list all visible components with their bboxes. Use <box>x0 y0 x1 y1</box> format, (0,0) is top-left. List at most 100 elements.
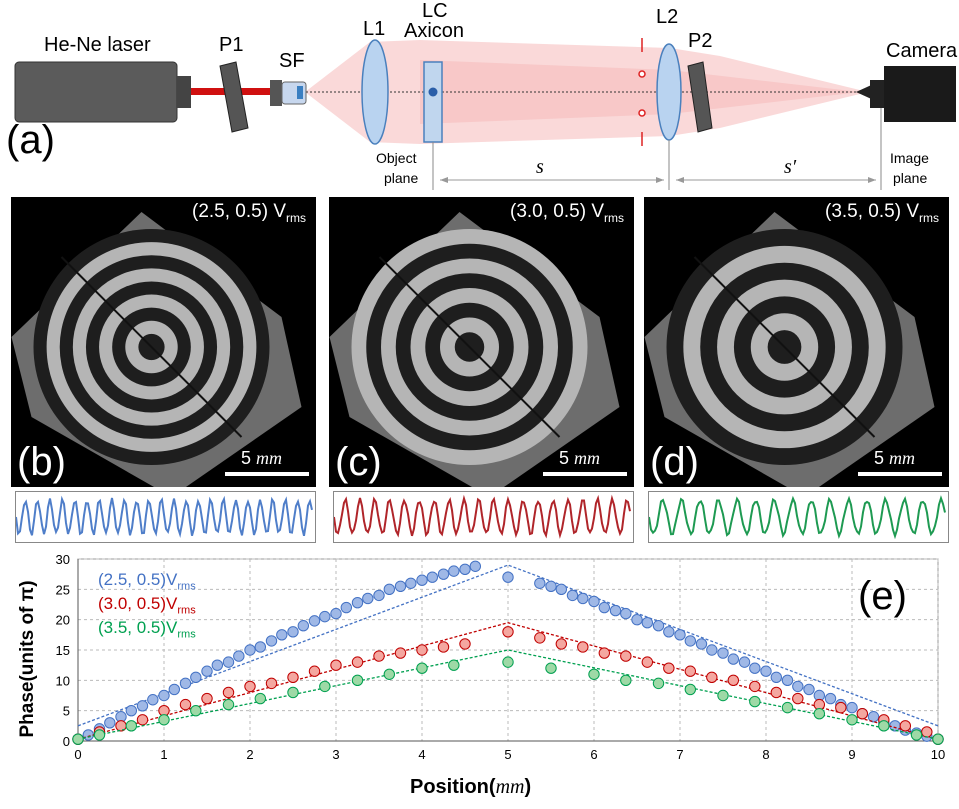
data-point-0 <box>620 607 632 620</box>
camera-label: Camera <box>886 40 958 62</box>
data-point-1 <box>373 650 385 662</box>
data-point-0 <box>254 641 267 653</box>
data-point-0 <box>233 650 245 662</box>
y-tick-label: 25 <box>56 582 70 597</box>
y-tick-label: 15 <box>56 643 70 658</box>
data-point-2 <box>813 708 826 720</box>
data-point-1 <box>899 720 912 732</box>
data-point-2 <box>781 701 794 714</box>
image-plane-label-1: Image <box>890 150 929 166</box>
voltage-subscript: rms <box>286 210 306 225</box>
data-point-2 <box>287 686 299 699</box>
data-point-0 <box>706 644 718 656</box>
data-point-0 <box>373 589 385 602</box>
image-plane-label-2: plane <box>893 170 928 186</box>
chart-panel-letter: (e) <box>858 574 907 618</box>
data-point-2 <box>254 692 267 705</box>
panel-letter: (c) <box>335 440 382 484</box>
profile-line <box>648 495 946 540</box>
p1-label: P1 <box>219 34 244 56</box>
data-point-2 <box>351 674 364 687</box>
electrode-gap <box>378 256 561 438</box>
legend-entry-subscript: rms <box>177 580 196 593</box>
data-point-1 <box>577 641 589 653</box>
data-point-1 <box>792 692 804 705</box>
data-point-0 <box>168 683 181 696</box>
data-point-1 <box>641 656 654 668</box>
x-tick-label: 4 <box>418 747 425 762</box>
data-point-2 <box>125 720 138 732</box>
beam-focusing <box>670 48 868 136</box>
x-axis-label: Position(mm) <box>410 776 532 798</box>
scale-unit: mm <box>256 448 283 468</box>
scale-unit: mm <box>889 448 916 468</box>
scale-bar-label: 5 mm <box>559 448 600 469</box>
x-tick-label: 3 <box>332 747 339 762</box>
electrode-gap <box>60 256 243 438</box>
data-point-1 <box>727 674 740 687</box>
data-point-0 <box>265 635 278 647</box>
data-point-1 <box>684 665 697 677</box>
scale-bar-label: 5 mm <box>241 448 282 469</box>
y-tick-label: 5 <box>63 704 70 719</box>
scale-bar <box>543 472 627 476</box>
data-point-1 <box>749 680 761 693</box>
x-tick-label: 8 <box>762 747 769 762</box>
data-point-1 <box>598 647 611 659</box>
data-point-1 <box>222 686 235 699</box>
data-point-2 <box>910 729 923 741</box>
intensity-profile-0 <box>15 491 316 543</box>
data-point-0 <box>136 700 149 712</box>
data-point-2 <box>545 662 557 674</box>
data-point-2 <box>72 733 84 745</box>
legend-entry-text: (3.5, 0.5)V <box>98 618 178 637</box>
x-tick-label: 0 <box>74 747 81 762</box>
fringe-svg <box>644 212 935 487</box>
data-point-0 <box>125 704 138 717</box>
x-tick-label: 7 <box>676 747 683 762</box>
x-axis-label-text: Position <box>410 776 489 798</box>
s-prime-label: s′ <box>784 156 797 178</box>
voltage-value: (2.5, 0.5) V <box>192 201 286 222</box>
data-point-0 <box>663 626 675 638</box>
data-point-1 <box>201 692 213 705</box>
profile-svg <box>15 495 313 539</box>
x-tick-label: 6 <box>590 747 597 762</box>
voltage-subscript: rms <box>604 210 624 225</box>
fringe-image-2: (3.5, 0.5) Vrms (d) 5 mm <box>644 197 949 487</box>
data-point-0 <box>502 571 514 583</box>
camera-lens-ring <box>870 80 884 108</box>
data-point-1 <box>555 638 568 650</box>
data-point-1 <box>287 671 299 684</box>
data-point-1 <box>835 701 847 714</box>
data-point-0 <box>684 635 697 647</box>
scale-bar <box>225 472 309 476</box>
data-point-0 <box>416 574 428 586</box>
data-point-2 <box>749 695 761 708</box>
panel-letter: (b) <box>17 440 66 484</box>
data-point-2 <box>383 668 396 680</box>
data-point-1 <box>308 665 321 677</box>
x-axis-unit: mm <box>495 776 525 798</box>
fringe-svg <box>11 212 302 487</box>
data-point-2 <box>588 668 600 680</box>
sf-tip <box>297 86 303 99</box>
data-point-1 <box>330 659 342 671</box>
lc-axicon <box>423 61 443 143</box>
data-point-2 <box>652 677 665 690</box>
camera-body <box>884 66 956 122</box>
data-point-1 <box>437 641 450 653</box>
data-point-1 <box>502 626 514 638</box>
focus-point-upper <box>638 70 646 78</box>
fit-line-2 <box>77 649 939 740</box>
voltage-label: (2.5, 0.5) Vrms <box>192 201 306 225</box>
fit-line-0 <box>77 564 939 727</box>
data-point-1 <box>534 632 546 644</box>
y-tick-label: 10 <box>56 673 70 688</box>
voltage-value: (3.5, 0.5) V <box>825 201 919 222</box>
data-point-0 <box>340 601 353 614</box>
data-point-0 <box>297 620 310 632</box>
fringe-svg <box>329 212 620 487</box>
data-point-2 <box>93 729 106 741</box>
data-point-0 <box>545 580 557 592</box>
